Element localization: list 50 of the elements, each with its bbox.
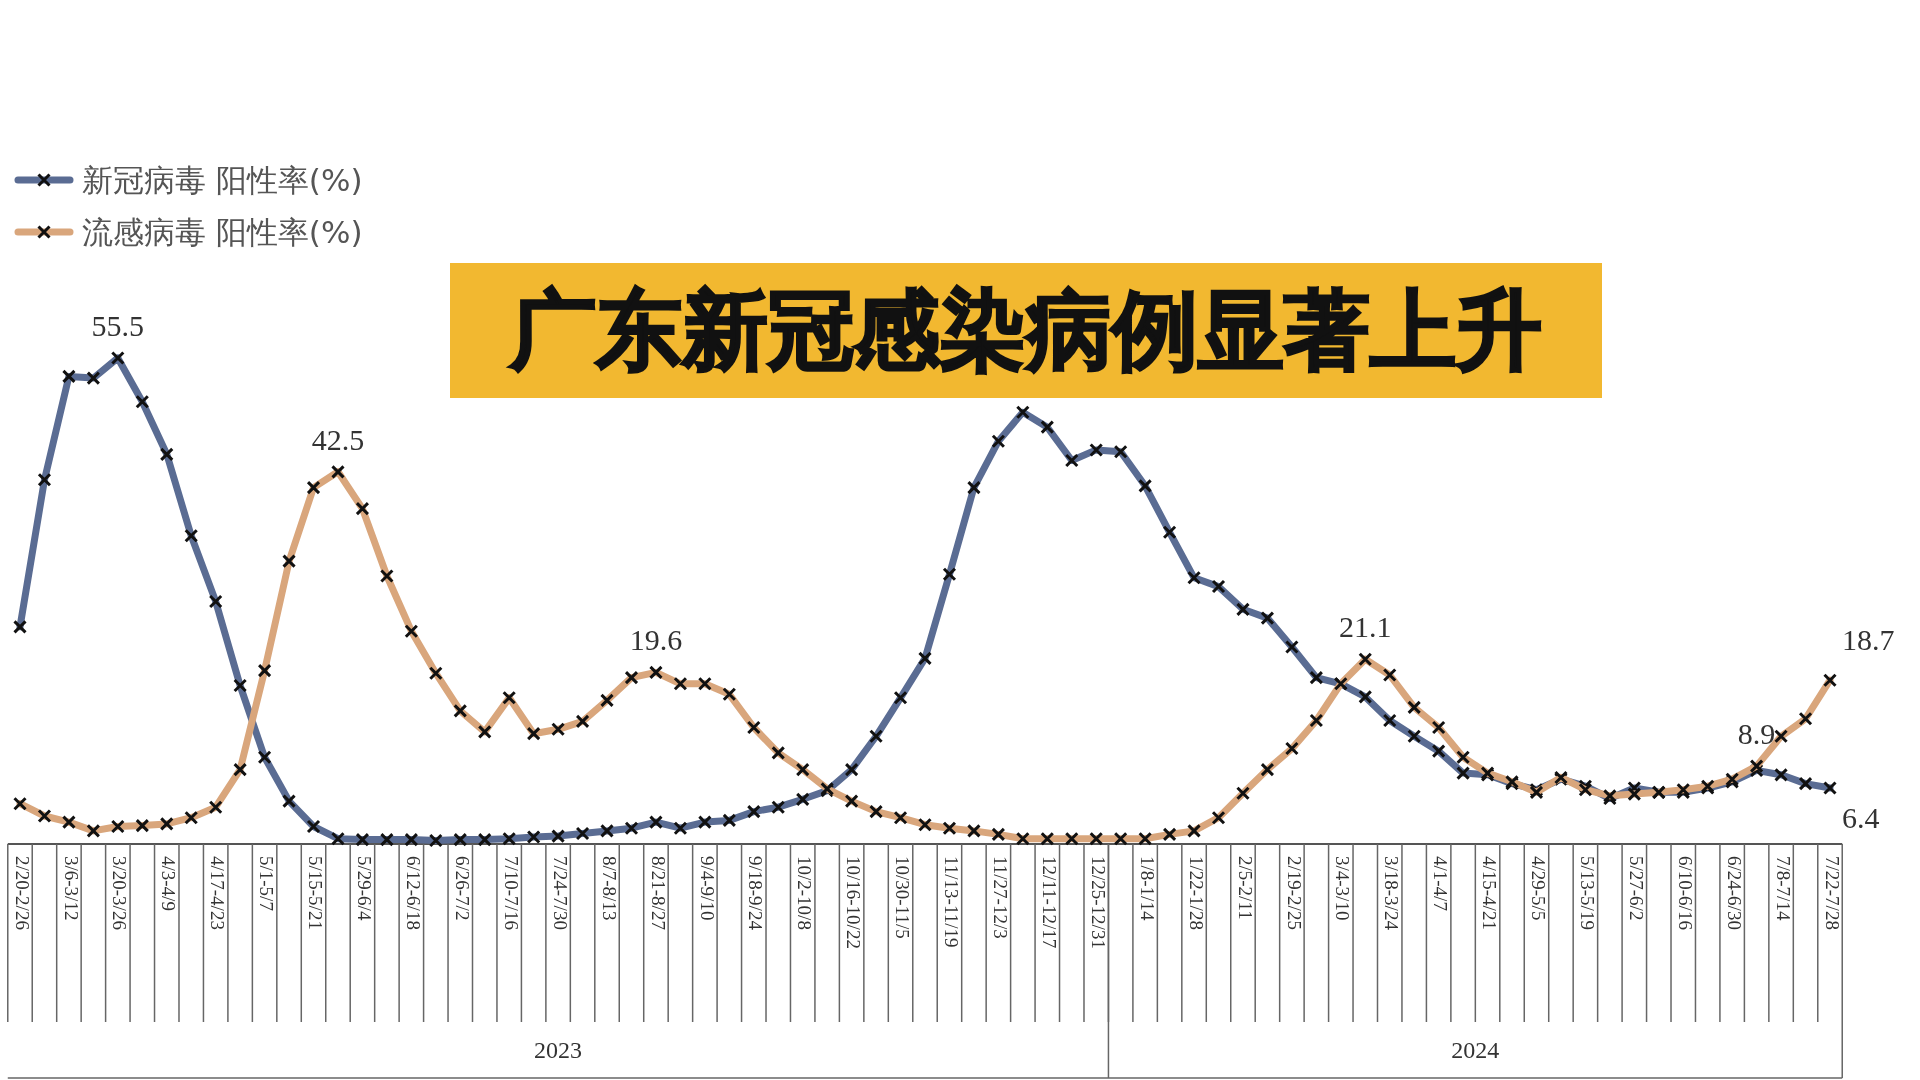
- text: 2024: [1451, 1037, 1500, 1063]
- data-label: 19.6: [629, 623, 683, 657]
- x-tick-label: 10/30-11/5: [892, 856, 914, 939]
- x-tick-label: 5/13-5/19: [1577, 856, 1599, 930]
- x-tick-label: 4/1-4/7: [1430, 856, 1452, 911]
- x-tick-label: 4/17-4/23: [207, 856, 229, 930]
- x-tick-label: 9/4-9/10: [696, 856, 718, 921]
- x-tick-label: 7/24-7/30: [549, 856, 571, 930]
- x-tick-label: 4/29-5/5: [1528, 856, 1550, 921]
- x-tick-label: 9/18-9/24: [745, 856, 767, 931]
- x-tick-label: 5/15-5/21: [305, 856, 327, 930]
- data-label: 21.1: [1339, 610, 1392, 644]
- x-tick-label: 11/13-11/19: [941, 856, 963, 948]
- x-tick-label: 7/22-7/28: [1821, 856, 1843, 930]
- x-tick-label: 5/27-6/2: [1625, 856, 1647, 921]
- x-tick-label: 3/20-3/26: [109, 856, 131, 930]
- x-tick-label: 3/18-3/24: [1381, 856, 1403, 931]
- x-tick-label: 3/4-3/10: [1332, 856, 1354, 921]
- x-tick-label: 6/12-6/18: [402, 856, 424, 930]
- x-tick-label: 8/21-8/27: [647, 856, 669, 930]
- x-tick-label: 5/29-6/4: [354, 856, 376, 921]
- x-tick-label: 4/3-4/9: [158, 856, 180, 911]
- x-tick-label: 10/2-10/8: [794, 856, 816, 930]
- x-tick-label: 6/24-6/30: [1723, 856, 1745, 930]
- x-tick-label: 7/8-7/14: [1772, 856, 1794, 921]
- x-tick-label: 12/11-12/17: [1038, 856, 1060, 949]
- x-tick-label: 2/19-2/25: [1283, 856, 1305, 930]
- x-tick-label: 10/16-10/22: [843, 856, 865, 949]
- x-tick-label: 1/8-1/14: [1136, 856, 1158, 921]
- x-tick-label: 11/27-12/3: [990, 856, 1012, 939]
- chart-title: 广东新冠感染病例显著上升: [508, 280, 1542, 380]
- x-tick-label: 5/1-5/7: [256, 856, 278, 911]
- x-tick-label: 6/10-6/16: [1674, 856, 1696, 930]
- data-label: 42.5: [311, 422, 365, 456]
- x-tick-label: 3/6-3/12: [60, 856, 82, 921]
- text: 2023: [534, 1037, 583, 1063]
- x-tick-label: 1/22-1/28: [1185, 856, 1207, 930]
- legend-label: 流感病毒 阳性率(%): [82, 214, 363, 250]
- legend-label: 新冠病毒 阳性率(%): [82, 162, 363, 198]
- x-tick-label: 6/26-7/2: [451, 856, 473, 921]
- data-label: 18.7: [1842, 623, 1895, 657]
- data-label: 6.4: [1842, 800, 1880, 834]
- x-tick-label: 2/5-2/11: [1234, 856, 1256, 920]
- x-tick-label: 4/15-4/21: [1479, 856, 1501, 930]
- x-tick-label: 8/7-8/13: [598, 856, 620, 921]
- x-tick-label: 2/20-2/26: [11, 856, 33, 930]
- x-tick-label: 12/25-12/31: [1087, 856, 1109, 949]
- data-label: 55.5: [91, 309, 145, 342]
- data-label: 8.9: [1737, 717, 1776, 751]
- x-tick-label: 7/10-7/16: [500, 856, 522, 930]
